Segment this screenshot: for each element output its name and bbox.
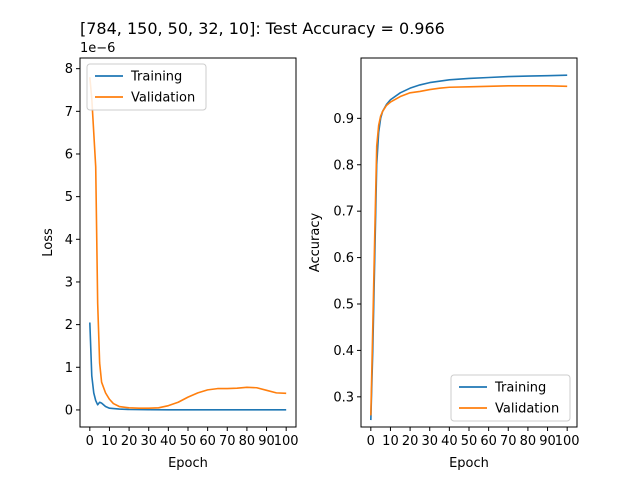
legend: Training Validation bbox=[450, 374, 571, 422]
figure-title: [784, 150, 50, 32, 10]: Test Accuracy = … bbox=[80, 19, 445, 38]
x-tick-label: 40 bbox=[441, 434, 458, 449]
legend-label-validation: Validation bbox=[131, 91, 195, 106]
x-tick-label: 80 bbox=[239, 434, 256, 449]
y-tick-label: 0.6 bbox=[333, 251, 354, 266]
x-tick-label: 100 bbox=[274, 434, 299, 449]
x-tick-label: 20 bbox=[121, 434, 138, 449]
x-tick-label: 0 bbox=[86, 434, 94, 449]
y-tick-label: 3 bbox=[65, 275, 73, 290]
x-tick-label: 10 bbox=[382, 434, 399, 449]
y-tick-label: 4 bbox=[65, 233, 73, 248]
y-tick-label: 7 bbox=[65, 105, 73, 120]
x-axis-label: Epoch bbox=[168, 456, 208, 471]
series-line-validation bbox=[370, 85, 568, 416]
y-axis-label: Accuracy bbox=[308, 213, 323, 273]
y-tick-label: 8 bbox=[65, 62, 73, 77]
y-tick-label: 5 bbox=[65, 190, 73, 205]
x-tick-label: 40 bbox=[160, 434, 177, 449]
x-axis-label: Epoch bbox=[449, 456, 489, 471]
x-tick-label: 90 bbox=[539, 434, 556, 449]
x-tick-label: 80 bbox=[520, 434, 537, 449]
y-tick-label: 0.9 bbox=[333, 112, 354, 127]
x-tick-label: 60 bbox=[199, 434, 216, 449]
x-tick-label: 30 bbox=[421, 434, 438, 449]
legend-label-training: Training bbox=[130, 70, 182, 85]
series-line-training bbox=[370, 74, 568, 421]
plot-frame bbox=[360, 57, 578, 428]
x-tick-label: 20 bbox=[402, 434, 419, 449]
x-tick-label: 60 bbox=[480, 434, 497, 449]
y-tick-label: 0.5 bbox=[333, 298, 354, 313]
y-offset-label: 1e−6 bbox=[80, 41, 115, 56]
x-tick-label: 30 bbox=[140, 434, 157, 449]
x-tick-label: 100 bbox=[555, 434, 580, 449]
x-tick-label: 10 bbox=[101, 434, 118, 449]
y-tick-label: 0.7 bbox=[333, 205, 354, 220]
x-tick-label: 0 bbox=[367, 434, 375, 449]
y-tick-label: 0.8 bbox=[333, 158, 354, 173]
y-tick-label: 0.4 bbox=[333, 344, 354, 359]
x-tick-label: 90 bbox=[258, 434, 275, 449]
y-tick-label: 6 bbox=[65, 147, 73, 162]
y-axis-label: Loss bbox=[41, 228, 56, 257]
y-tick-label: 2 bbox=[65, 318, 73, 333]
x-tick-label: 70 bbox=[500, 434, 517, 449]
x-tick-label: 50 bbox=[180, 434, 197, 449]
legend: Training Validation bbox=[86, 63, 207, 111]
x-tick-label: 70 bbox=[219, 434, 236, 449]
y-tick-label: 0 bbox=[65, 403, 73, 418]
y-tick-label: 0.3 bbox=[333, 390, 354, 405]
plot-frame bbox=[79, 57, 297, 428]
series-line-validation bbox=[89, 77, 287, 410]
legend-label-training: Training bbox=[494, 381, 546, 396]
series-line-training bbox=[89, 322, 287, 411]
legend-label-validation: Validation bbox=[495, 402, 559, 417]
x-tick-label: 50 bbox=[461, 434, 478, 449]
y-tick-label: 1 bbox=[65, 361, 73, 376]
